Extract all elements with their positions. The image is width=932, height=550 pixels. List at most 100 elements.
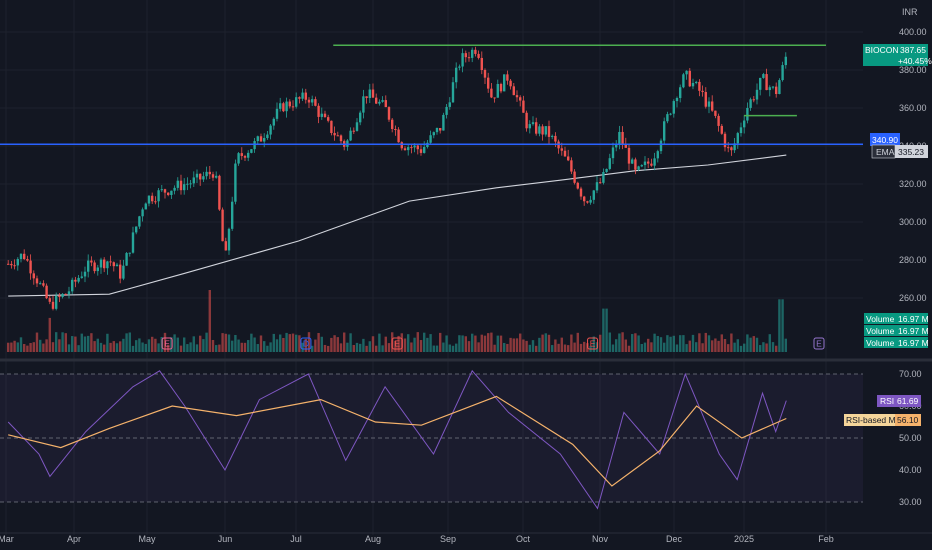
volume-bar	[710, 340, 714, 352]
volume-value-bg-3	[896, 337, 928, 348]
candle-body	[646, 161, 650, 164]
candle-body	[566, 156, 570, 161]
candle-body	[26, 259, 29, 261]
volume-bar	[13, 340, 16, 352]
time-tick-label: Feb	[818, 534, 834, 544]
candle-body	[192, 177, 195, 184]
rsi-ma-label: RSI-based MA	[846, 415, 902, 425]
candle-body	[781, 65, 784, 81]
candle-body	[118, 264, 122, 279]
event-marker[interactable]	[161, 337, 173, 350]
candle-body	[470, 49, 474, 58]
volume-bar	[531, 340, 535, 352]
volume-bar	[515, 338, 519, 352]
volume-bar	[282, 337, 285, 352]
volume-bar	[38, 339, 42, 352]
candle-body	[160, 189, 163, 191]
candle-body	[579, 188, 583, 197]
volume-bar	[307, 332, 311, 352]
candle-body	[365, 96, 368, 99]
volume-bar	[224, 333, 227, 352]
volume-bar	[438, 332, 442, 352]
volume-bar	[54, 332, 58, 352]
time-tick-label: Jun	[218, 534, 233, 544]
volume-bar	[320, 336, 323, 352]
volume-bar	[576, 332, 579, 352]
volume-bar	[26, 345, 29, 352]
event-marker[interactable]	[587, 337, 599, 350]
time-tick-label: 2025	[734, 534, 754, 544]
volume-bar	[166, 344, 170, 352]
candle-body	[403, 148, 407, 151]
horizontal-levels[interactable]	[0, 44, 863, 146]
candle-body	[691, 82, 695, 87]
candle-body	[150, 195, 154, 202]
volume-bar	[614, 339, 618, 352]
volume-bar	[195, 344, 199, 352]
event-marker[interactable]	[813, 337, 825, 350]
volume-bar	[422, 332, 426, 352]
candle-body	[496, 83, 499, 98]
candle-body	[538, 126, 541, 134]
volume-bar	[406, 334, 410, 352]
volume-bar	[611, 344, 615, 352]
volume-bar	[554, 339, 557, 352]
candle-body	[611, 147, 615, 159]
candle-body	[198, 173, 202, 180]
volume-bar	[259, 335, 263, 352]
candle-body	[429, 135, 432, 143]
candle-body	[122, 265, 125, 279]
candle-body	[166, 192, 170, 195]
event-marker[interactable]	[300, 337, 312, 350]
volume-bar	[624, 339, 627, 352]
volume-bar	[208, 290, 211, 352]
volume-bar	[128, 332, 131, 352]
candle-body	[477, 53, 480, 58]
volume-bar	[218, 344, 221, 352]
volume-bar	[202, 339, 205, 352]
volume-bar	[483, 335, 487, 352]
candle-body	[445, 106, 448, 115]
volume-bar	[221, 333, 224, 352]
ema-line	[8, 154, 787, 297]
candle-body	[51, 301, 55, 309]
candle-body	[406, 147, 410, 151]
candle-body	[170, 190, 173, 195]
candle-body	[112, 262, 115, 267]
candle-body	[576, 182, 579, 189]
rsi-tick-label: 40.00	[899, 465, 922, 475]
candle-body	[214, 175, 218, 178]
candle-body	[755, 89, 759, 100]
volume-label-bg-3	[864, 337, 896, 348]
volume-bar	[672, 335, 675, 352]
volume-bar	[778, 299, 781, 352]
support-tag: 340.90	[872, 135, 898, 145]
volume-bar	[230, 340, 234, 352]
volume-bar	[10, 342, 13, 352]
candle-body	[528, 124, 531, 129]
volume-bar	[547, 334, 551, 352]
candle-body	[570, 160, 573, 172]
volume-bar	[352, 345, 355, 352]
candle-body	[134, 226, 138, 233]
rsi-tick-label: 70.00	[899, 369, 922, 379]
volume-bar	[470, 333, 474, 352]
candle-body	[682, 74, 685, 88]
volume-bar	[275, 339, 279, 352]
event-marker[interactable]	[391, 337, 403, 350]
volume-bar	[416, 332, 419, 352]
candle-body	[326, 117, 330, 121]
volume-bar	[250, 333, 253, 352]
candle-body	[573, 171, 576, 183]
candle-body	[282, 103, 285, 112]
candle-body	[352, 130, 355, 132]
candle-body	[541, 126, 544, 135]
candle-body	[234, 163, 237, 202]
candle-body	[630, 159, 634, 164]
volume-bar	[16, 342, 19, 352]
candle-body	[374, 97, 378, 104]
volume-bar	[752, 336, 755, 352]
candle-body	[6, 263, 10, 265]
